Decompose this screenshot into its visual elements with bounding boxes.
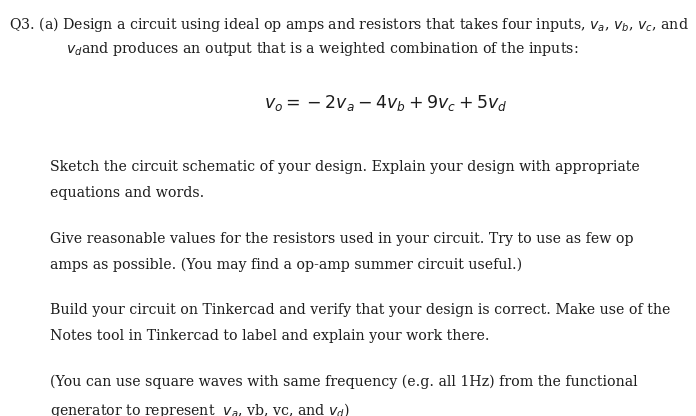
Text: Q3. (a) Design a circuit using ideal op amps and resistors that takes four input: Q3. (a) Design a circuit using ideal op … [9, 15, 689, 34]
Text: (You can use square waves with same frequency (e.g. all 1Hz) from the functional: (You can use square waves with same freq… [50, 375, 638, 389]
Text: Build your circuit on Tinkercad and verify that your design is correct. Make use: Build your circuit on Tinkercad and veri… [50, 303, 670, 317]
Text: $v_o = -2v_a - 4v_b + 9v_c + 5v_d$: $v_o = -2v_a - 4v_b + 9v_c + 5v_d$ [264, 93, 508, 113]
Text: generator to represent  $v_a$, vb, vc, and $v_d$): generator to represent $v_a$, vb, vc, an… [50, 401, 350, 416]
Text: equations and words.: equations and words. [50, 186, 205, 200]
Text: Sketch the circuit schematic of your design. Explain your design with appropriat: Sketch the circuit schematic of your des… [50, 160, 640, 174]
Text: Notes tool in Tinkercad to label and explain your work there.: Notes tool in Tinkercad to label and exp… [50, 329, 489, 343]
Text: Give reasonable values for the resistors used in your circuit. Try to use as few: Give reasonable values for the resistors… [50, 232, 634, 246]
Text: amps as possible. (You may find a op-amp summer circuit useful.): amps as possible. (You may find a op-amp… [50, 258, 522, 272]
Text: $v_d$and produces an output that is a weighted combination of the inputs:: $v_d$and produces an output that is a we… [66, 40, 578, 58]
